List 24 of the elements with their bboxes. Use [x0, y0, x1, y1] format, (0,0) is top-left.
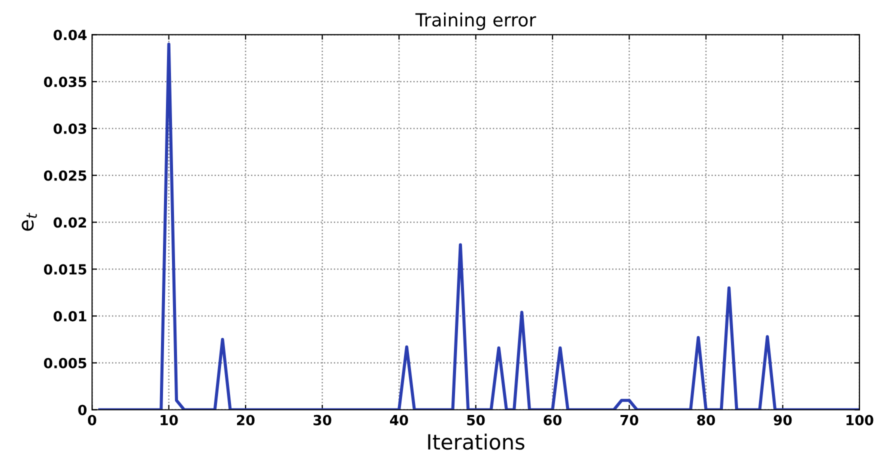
- x-tick-label: 60: [544, 414, 562, 426]
- x-axis-title: Iterations: [428, 434, 524, 450]
- x-tick-label: 90: [774, 414, 792, 426]
- x-tick-label: 100: [846, 414, 874, 426]
- x-tick-label: 40: [390, 414, 408, 426]
- x-tick-label: 80: [697, 414, 715, 426]
- x-tick-label: 30: [314, 414, 332, 426]
- x-tick-label: 50: [467, 414, 485, 426]
- y-tick-label: 0: [78, 404, 87, 416]
- y-tick-label: 0.015: [44, 264, 86, 275]
- y-tick-label: 0.005: [44, 358, 86, 368]
- y-tick-label: 0.025: [44, 170, 86, 181]
- y-tick-label: 0.04: [54, 30, 87, 40]
- y-tick-label: 0.02: [54, 217, 86, 228]
- y-tick-label: 0.01: [54, 310, 86, 322]
- y-axis-title: e$_{t}$: [22, 212, 37, 231]
- x-tick-label: 0: [88, 414, 96, 426]
- y-tick-label: 0.03: [54, 123, 86, 134]
- x-tick-label: 10: [160, 414, 178, 426]
- y-tick-label: 0.035: [44, 76, 86, 88]
- line-series: [98, 42, 860, 410]
- x-tick-label: 20: [236, 414, 255, 426]
- chart-title: Training error: [415, 12, 536, 30]
- x-tick-label: 70: [620, 414, 638, 426]
